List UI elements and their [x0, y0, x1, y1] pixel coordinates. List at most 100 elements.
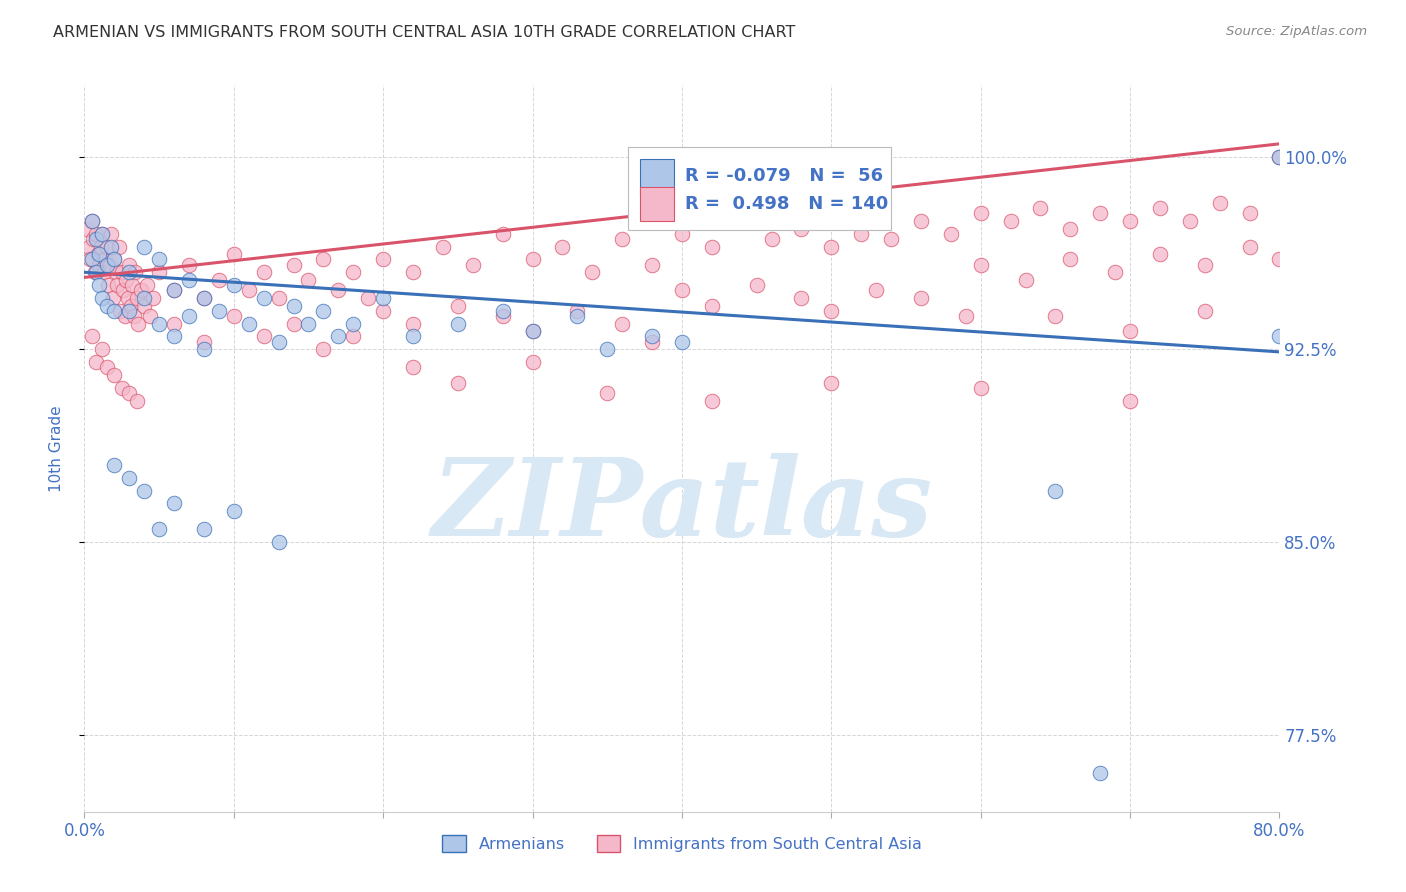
Point [402, 329, 425, 343]
Point [1104, 265, 1126, 279]
Point [132, 299, 156, 313]
Point [222, 309, 245, 323]
Point [522, 324, 544, 338]
Point [253, 329, 276, 343]
Point [700, 299, 723, 313]
Text: ARMENIAN VS IMMIGRANTS FROM SOUTH CENTRAL ASIA 10TH GRADE CORRELATION CHART: ARMENIAN VS IMMIGRANTS FROM SOUTH CENTRA… [53, 25, 796, 40]
Point [522, 252, 544, 267]
Point [641, 329, 664, 343]
Point [193, 343, 215, 357]
Point [447, 317, 470, 331]
Point [328, 283, 350, 297]
Point [492, 227, 515, 241]
Point [193, 334, 215, 349]
Point [163, 283, 186, 297]
Point [120, 299, 142, 313]
Point [111, 265, 134, 279]
Point [1059, 252, 1081, 267]
FancyBboxPatch shape [640, 159, 673, 194]
Point [91, 291, 114, 305]
Point [103, 303, 125, 318]
Point [357, 291, 380, 305]
Point [910, 291, 932, 305]
Point [1119, 393, 1142, 408]
Point [970, 258, 993, 272]
Point [1014, 273, 1036, 287]
Point [163, 283, 186, 297]
FancyBboxPatch shape [640, 186, 673, 221]
Point [790, 221, 813, 235]
Point [567, 309, 589, 323]
Point [177, 258, 200, 272]
Point [98, 258, 121, 272]
Point [253, 291, 276, 305]
Point [641, 334, 664, 349]
Point [865, 283, 887, 297]
Point [114, 309, 136, 323]
Point [107, 239, 129, 253]
Point [94, 252, 117, 267]
Point [89, 278, 111, 293]
Point [1059, 221, 1081, 235]
Text: R =  0.498   N = 140: R = 0.498 N = 140 [686, 195, 889, 213]
Point [139, 309, 162, 323]
Point [101, 291, 124, 305]
Text: R = -0.079   N =  56: R = -0.079 N = 56 [686, 168, 883, 186]
Point [89, 247, 111, 261]
Point [89, 258, 111, 272]
Point [820, 376, 842, 390]
Point [910, 214, 932, 228]
Point [103, 252, 125, 267]
Point [79, 252, 101, 267]
Point [100, 239, 122, 253]
Point [177, 309, 200, 323]
Point [125, 393, 148, 408]
Point [103, 252, 125, 267]
Point [132, 291, 156, 305]
Point [110, 303, 132, 318]
Point [96, 299, 118, 313]
FancyBboxPatch shape [628, 146, 891, 230]
Point [148, 522, 170, 536]
Point [253, 265, 276, 279]
Point [112, 283, 135, 297]
Point [118, 258, 141, 272]
Point [373, 303, 395, 318]
Point [267, 291, 290, 305]
Point [267, 334, 290, 349]
Point [1090, 206, 1112, 220]
Point [1194, 258, 1216, 272]
Point [612, 317, 634, 331]
Point [208, 273, 231, 287]
Point [312, 343, 335, 357]
Point [91, 227, 114, 241]
Point [238, 283, 260, 297]
Point [80, 329, 103, 343]
Point [122, 309, 145, 323]
Point [970, 381, 993, 395]
Point [1119, 324, 1142, 338]
Text: Source: ZipAtlas.com: Source: ZipAtlas.com [1226, 25, 1367, 38]
Point [222, 278, 245, 293]
Point [1000, 214, 1022, 228]
Point [297, 317, 319, 331]
Point [121, 278, 143, 293]
Point [820, 303, 842, 318]
Point [955, 309, 977, 323]
Point [551, 239, 574, 253]
Point [77, 239, 100, 253]
Point [97, 278, 120, 293]
Point [1149, 201, 1171, 215]
Point [115, 273, 138, 287]
Point [91, 343, 114, 357]
Point [297, 273, 319, 287]
Point [700, 239, 723, 253]
Legend: Armenians, Immigrants from South Central Asia: Armenians, Immigrants from South Central… [436, 829, 928, 858]
Point [93, 265, 115, 279]
Point [522, 355, 544, 369]
Point [970, 206, 993, 220]
Point [612, 232, 634, 246]
Point [87, 247, 110, 261]
Text: ZIPatlas: ZIPatlas [432, 453, 932, 559]
Point [1194, 303, 1216, 318]
